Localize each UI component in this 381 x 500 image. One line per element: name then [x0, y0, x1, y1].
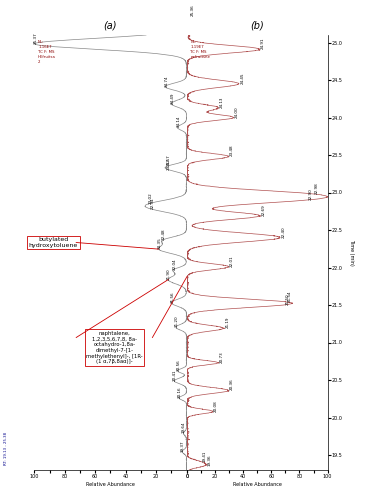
Text: 22.69: 22.69: [262, 204, 266, 216]
Text: 19.36: 19.36: [208, 454, 211, 466]
Text: 20.41: 20.41: [173, 370, 177, 381]
Text: 24.45: 24.45: [240, 72, 244, 84]
Text: 20.73: 20.73: [220, 351, 224, 363]
Text: 23.57: 23.57: [166, 154, 171, 166]
Text: 21.19: 21.19: [226, 317, 230, 328]
Text: (a): (a): [104, 20, 117, 30]
Text: RT: 19.13 - 25.38: RT: 19.13 - 25.38: [4, 432, 8, 465]
Text: 24.14: 24.14: [176, 116, 180, 128]
Text: 22.94: 22.94: [150, 198, 154, 209]
X-axis label: Relative Abundance: Relative Abundance: [86, 482, 135, 487]
Text: 21.54: 21.54: [288, 290, 292, 302]
Text: (b): (b): [250, 20, 264, 30]
Text: 24.49: 24.49: [170, 92, 174, 104]
Text: 25.37: 25.37: [34, 32, 37, 44]
Text: 19.37: 19.37: [181, 440, 185, 452]
Text: 22.40: 22.40: [281, 226, 285, 237]
Text: 22.01: 22.01: [230, 255, 234, 267]
Text: NL:
1.16E7
TC F: MS
HEfruitsa
2: NL: 1.16E7 TC F: MS HEfruitsa 2: [38, 40, 56, 64]
Text: 19.41: 19.41: [202, 450, 207, 462]
Text: 23.02: 23.02: [149, 192, 152, 203]
Text: 23.48: 23.48: [229, 145, 234, 156]
Text: 24.13: 24.13: [219, 96, 223, 108]
Text: 20.36: 20.36: [229, 379, 234, 390]
Text: 24.91: 24.91: [260, 38, 264, 50]
Text: naphtalene,
1,2,3,5,6,7,8, 8a-
octahydro-1,8a-
dimethyl-7-[1-
methylethenyl]-, [: naphtalene, 1,2,3,5,6,7,8, 8a- octahydro…: [86, 330, 142, 364]
Text: 21.56: 21.56: [170, 291, 174, 303]
Text: NL:
1.19E7
TC F: MS
nefruitsne: NL: 1.19E7 TC F: MS nefruitsne: [190, 40, 210, 58]
Y-axis label: Time (min): Time (min): [349, 239, 354, 266]
Text: 20.56: 20.56: [176, 359, 180, 371]
Text: 21.20: 21.20: [175, 316, 179, 328]
X-axis label: Relative Abundance: Relative Abundance: [233, 482, 282, 487]
Text: 25.36: 25.36: [191, 4, 195, 16]
Text: butylated
hydroxytoluene: butylated hydroxytoluene: [29, 237, 78, 248]
Text: 23.52: 23.52: [167, 158, 171, 170]
Text: 20.16: 20.16: [178, 386, 182, 398]
Text: 19.64: 19.64: [181, 422, 185, 434]
Text: 21.50: 21.50: [285, 294, 290, 305]
Text: 22.48: 22.48: [162, 228, 166, 240]
Text: 20.08: 20.08: [214, 400, 218, 411]
Text: 22.35: 22.35: [157, 238, 162, 249]
Text: 24.00: 24.00: [235, 106, 239, 118]
Text: 22.90: 22.90: [308, 188, 312, 200]
Text: 22.04: 22.04: [172, 258, 176, 270]
Text: 21.90: 21.90: [167, 268, 171, 280]
Text: 22.98: 22.98: [314, 182, 319, 194]
Text: 24.74: 24.74: [164, 75, 168, 86]
